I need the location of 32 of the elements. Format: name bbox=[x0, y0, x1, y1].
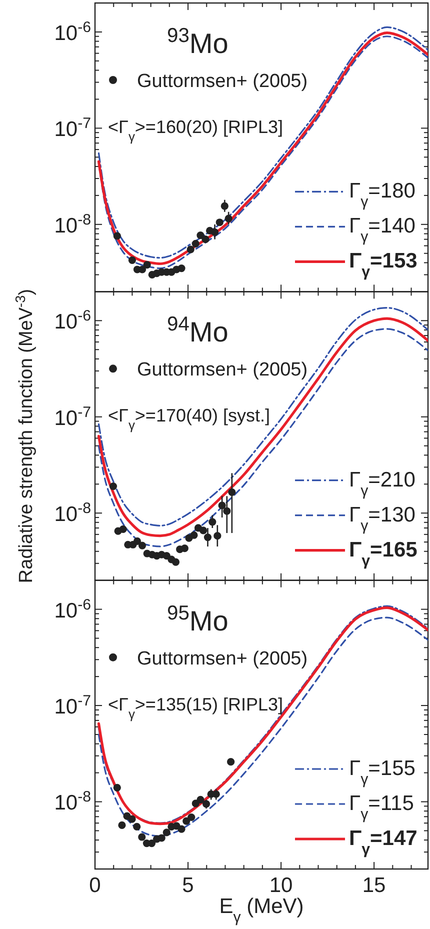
y-tick-label: 10$^{-8}$ bbox=[54, 788, 91, 815]
text: $^{95}$Mo bbox=[167, 602, 228, 636]
legend-label: Γ$_{γ}$=115 bbox=[349, 792, 414, 822]
y-tick-label: 10$^{-8}$ bbox=[54, 500, 91, 526]
legend-label: Γ$_{γ}$=210 bbox=[349, 468, 416, 499]
y-tick-label: 10$^{-6}$ bbox=[54, 307, 91, 334]
y-tick-label: 10$^{-6}$ bbox=[54, 596, 91, 622]
legend-label: Γ$_{γ}$=153 bbox=[349, 250, 418, 280]
y-tick-label: 10$^{-7}$ bbox=[54, 692, 91, 719]
legend-label: Guttormsen+ (2005) bbox=[137, 71, 308, 92]
y-tick-label: 10$^{-7}$ bbox=[54, 403, 91, 430]
x-tick-label: 5 bbox=[182, 874, 194, 897]
annotation: <Γ$_{γ}$>=160(20) [RIPL3] bbox=[108, 117, 284, 144]
legend-label: Guttormsen+ (2005) bbox=[137, 360, 308, 381]
legend-label: Γ$_{γ}$=130 bbox=[349, 503, 416, 534]
y-tick-label: 10$^{-7}$ bbox=[54, 114, 91, 142]
annotation: <Γ$_{γ}$>=135(15) [RIPL3] bbox=[108, 694, 284, 721]
x-tick-label: 10 bbox=[269, 874, 293, 897]
text: $^{93}$Mo bbox=[167, 25, 228, 59]
y-tick-label: 10$^{-6}$ bbox=[54, 18, 91, 45]
text: $^{94}$Mo bbox=[167, 314, 228, 348]
legend-label: Γ$_{γ}$=140 bbox=[349, 214, 416, 246]
x-tick-label: 0 bbox=[89, 874, 101, 897]
legend-label: Γ$_{γ}$=180 bbox=[349, 180, 416, 210]
y-tick-label: 10$^{-8}$ bbox=[54, 210, 91, 238]
x-tick-label: 15 bbox=[362, 874, 386, 897]
legend-label: Γ$_{γ}$=147 bbox=[349, 827, 418, 858]
legend-label: Γ$_{γ}$=155 bbox=[349, 757, 416, 788]
annotation: <Γ$_{γ}$>=170(40) [syst.] bbox=[108, 406, 270, 432]
x-axis-title: E$_{γ}$ (MeV) bbox=[219, 895, 304, 926]
legend-label: Γ$_{γ}$=165 bbox=[349, 538, 418, 569]
legend-label: Guttormsen+ (2005) bbox=[137, 648, 308, 670]
